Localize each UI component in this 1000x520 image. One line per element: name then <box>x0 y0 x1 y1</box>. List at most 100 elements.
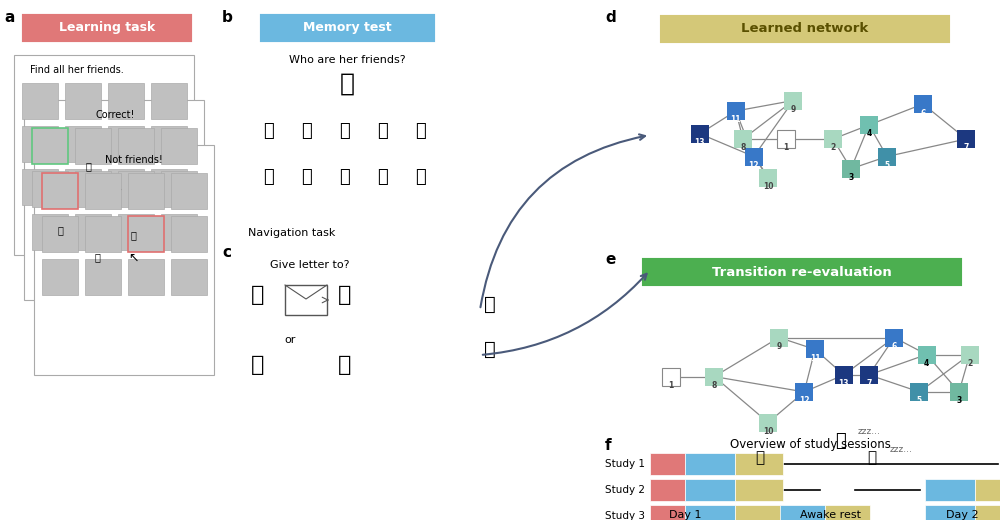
Text: Correct!: Correct! <box>95 110 134 120</box>
FancyBboxPatch shape <box>285 285 327 315</box>
Text: 👓: 👓 <box>835 432 845 450</box>
Text: 2: 2 <box>830 144 836 152</box>
Text: 4: 4 <box>924 359 929 368</box>
Text: 9: 9 <box>776 342 782 351</box>
FancyBboxPatch shape <box>975 479 1000 501</box>
FancyBboxPatch shape <box>151 83 187 119</box>
Text: 3: 3 <box>956 396 962 406</box>
Text: 👤: 👤 <box>263 122 273 140</box>
FancyBboxPatch shape <box>128 216 164 252</box>
FancyBboxPatch shape <box>745 148 763 165</box>
Text: 👤: 👤 <box>251 285 265 305</box>
Text: Learned network: Learned network <box>741 22 869 35</box>
Text: 👤: 👤 <box>57 225 63 235</box>
FancyBboxPatch shape <box>735 505 783 520</box>
Text: Not friends!: Not friends! <box>105 155 163 165</box>
FancyBboxPatch shape <box>108 169 144 205</box>
Text: 👤: 👤 <box>263 168 273 186</box>
Text: 9: 9 <box>791 105 796 114</box>
Text: 11: 11 <box>731 115 741 124</box>
FancyBboxPatch shape <box>780 505 825 520</box>
Text: 👤: 👤 <box>85 161 91 171</box>
FancyBboxPatch shape <box>161 128 197 164</box>
Text: 👤: 👤 <box>484 340 496 359</box>
FancyBboxPatch shape <box>735 453 783 475</box>
Text: Who are her friends?: Who are her friends? <box>289 55 405 65</box>
FancyBboxPatch shape <box>108 126 144 162</box>
FancyBboxPatch shape <box>161 171 197 207</box>
FancyBboxPatch shape <box>42 216 78 252</box>
FancyBboxPatch shape <box>85 173 121 209</box>
Text: Awake rest: Awake rest <box>800 510 860 520</box>
Text: 👤: 👤 <box>251 355 265 375</box>
FancyBboxPatch shape <box>65 169 101 205</box>
Text: Transition re-evaluation: Transition re-evaluation <box>712 266 892 279</box>
Text: 5: 5 <box>917 396 922 406</box>
Text: 👤: 👤 <box>340 72 354 96</box>
FancyBboxPatch shape <box>32 214 68 250</box>
Text: 13: 13 <box>695 138 705 147</box>
Text: Find all her friends.: Find all her friends. <box>30 65 124 75</box>
Text: b: b <box>222 10 233 25</box>
Text: zzz...: zzz... <box>890 445 913 454</box>
FancyBboxPatch shape <box>22 169 58 205</box>
FancyBboxPatch shape <box>784 92 802 110</box>
Text: 7: 7 <box>866 380 872 388</box>
Text: 13: 13 <box>839 380 849 388</box>
FancyBboxPatch shape <box>118 128 154 164</box>
Text: Give letter to?: Give letter to? <box>270 260 350 270</box>
FancyBboxPatch shape <box>806 341 824 358</box>
Text: 1: 1 <box>668 381 674 390</box>
Text: 12: 12 <box>749 161 759 170</box>
Text: a: a <box>4 10 14 25</box>
Text: 1: 1 <box>784 144 789 152</box>
FancyBboxPatch shape <box>151 169 187 205</box>
Text: 10: 10 <box>763 182 773 191</box>
Text: 3: 3 <box>848 173 854 182</box>
Text: 👤: 👤 <box>301 122 311 140</box>
Text: c: c <box>222 245 231 260</box>
Text: 👤: 👤 <box>301 168 311 186</box>
Text: 👤: 👤 <box>94 252 100 262</box>
FancyBboxPatch shape <box>650 505 685 520</box>
Text: 👓: 👓 <box>867 450 877 465</box>
FancyBboxPatch shape <box>925 479 975 501</box>
Text: 👤: 👤 <box>339 168 349 186</box>
FancyBboxPatch shape <box>75 214 111 250</box>
FancyBboxPatch shape <box>910 383 928 401</box>
FancyBboxPatch shape <box>34 145 214 375</box>
FancyBboxPatch shape <box>118 171 154 207</box>
FancyBboxPatch shape <box>735 479 783 501</box>
FancyBboxPatch shape <box>161 214 197 250</box>
FancyBboxPatch shape <box>128 173 164 209</box>
FancyBboxPatch shape <box>885 329 903 346</box>
Text: ↖: ↖ <box>113 181 123 194</box>
Text: ↖: ↖ <box>128 252 138 265</box>
FancyBboxPatch shape <box>128 259 164 295</box>
FancyBboxPatch shape <box>770 329 788 346</box>
FancyBboxPatch shape <box>734 130 752 148</box>
FancyBboxPatch shape <box>691 125 709 143</box>
Text: or: or <box>284 335 296 345</box>
Text: 👓: 👓 <box>755 450 765 465</box>
FancyBboxPatch shape <box>685 479 735 501</box>
Text: 👤: 👤 <box>37 140 43 150</box>
Text: Day 1: Day 1 <box>669 510 701 520</box>
FancyBboxPatch shape <box>171 216 207 252</box>
FancyBboxPatch shape <box>22 83 58 119</box>
FancyBboxPatch shape <box>171 173 207 209</box>
FancyBboxPatch shape <box>975 505 1000 520</box>
Text: Memory test: Memory test <box>303 21 391 34</box>
Text: 11: 11 <box>810 354 820 363</box>
FancyBboxPatch shape <box>795 383 813 401</box>
FancyBboxPatch shape <box>32 128 68 164</box>
Text: 👤: 👤 <box>415 168 425 186</box>
Text: 8: 8 <box>740 144 746 152</box>
FancyBboxPatch shape <box>85 216 121 252</box>
FancyBboxPatch shape <box>705 368 723 386</box>
Text: 10: 10 <box>763 427 773 436</box>
Text: Study 3: Study 3 <box>605 511 645 520</box>
FancyBboxPatch shape <box>260 14 435 42</box>
FancyBboxPatch shape <box>22 126 58 162</box>
FancyBboxPatch shape <box>22 14 192 42</box>
